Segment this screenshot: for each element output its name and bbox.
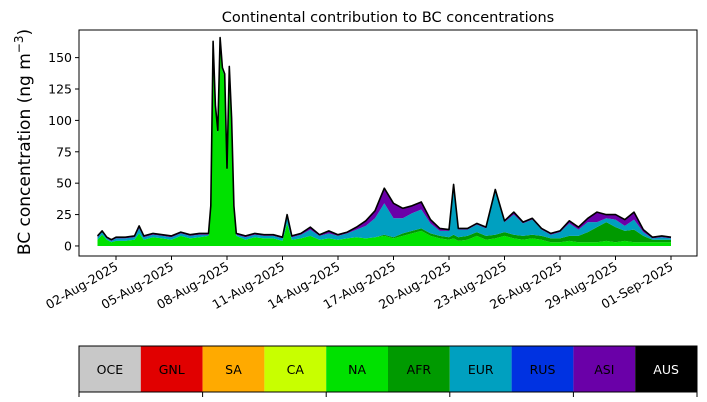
colorbar-label: OCE xyxy=(97,362,124,377)
x-axis: 02-Aug-202505-Aug-202508-Aug-202511-Aug-… xyxy=(43,256,676,312)
plot-area xyxy=(96,36,672,246)
y-axis-label-text: BC concentration (ng m xyxy=(15,53,35,255)
colorbar-label: ASI xyxy=(594,362,614,377)
colorbar-label: AUS xyxy=(653,362,679,377)
chart-title: Continental contribution to BC concentra… xyxy=(222,10,554,26)
plot-frame xyxy=(78,29,698,257)
colorbar-swatch-ca xyxy=(264,346,327,392)
colorbar-swatch-na xyxy=(326,346,388,392)
area-eur xyxy=(97,40,671,243)
colorbar-frame xyxy=(78,345,698,393)
y-axis: 0 25 50 75 100 125 150 xyxy=(48,50,79,253)
colorbar-label: AFR xyxy=(407,362,432,377)
area-asi xyxy=(97,37,671,241)
y-tick-label: 125 xyxy=(48,82,72,97)
colorbar-swatch-asi xyxy=(573,346,636,392)
colorbar-label: SA xyxy=(225,362,242,377)
colorbar-swatch-aus xyxy=(635,346,697,392)
colorbar-label: EUR xyxy=(468,362,494,377)
y-axis-label: BC concentration (ng m−3) xyxy=(12,29,35,255)
colorbar-label: NA xyxy=(348,362,366,377)
colorbar-label: CA xyxy=(287,362,305,377)
colorbar-swatch-sa xyxy=(202,346,265,392)
total-line xyxy=(96,36,672,241)
colorbar-label: RUS xyxy=(530,362,556,377)
colorbar-swatch-oce xyxy=(79,346,141,392)
y-tick-label: 100 xyxy=(48,113,72,128)
y-tick-label: 0 xyxy=(64,238,72,253)
colorbar-swatch-eur xyxy=(449,346,512,392)
y-tick-label: 25 xyxy=(56,207,72,222)
y-tick-label: 50 xyxy=(56,176,72,191)
legend-colorbar: OCE GNL SA CA NA AFR EUR RUS ASI AUS xyxy=(78,345,698,397)
colorbar-label: GNL xyxy=(159,362,185,377)
colorbar-swatch-gnl xyxy=(140,346,203,392)
y-tick-label: 75 xyxy=(56,144,72,159)
colorbar-swatch-rus xyxy=(511,346,574,392)
y-tick-label: 150 xyxy=(48,50,72,65)
y-axis-label-exponent: −3 xyxy=(12,35,26,53)
colorbar-swatch-afr xyxy=(388,346,450,392)
y-axis-label-close: ) xyxy=(15,29,35,36)
